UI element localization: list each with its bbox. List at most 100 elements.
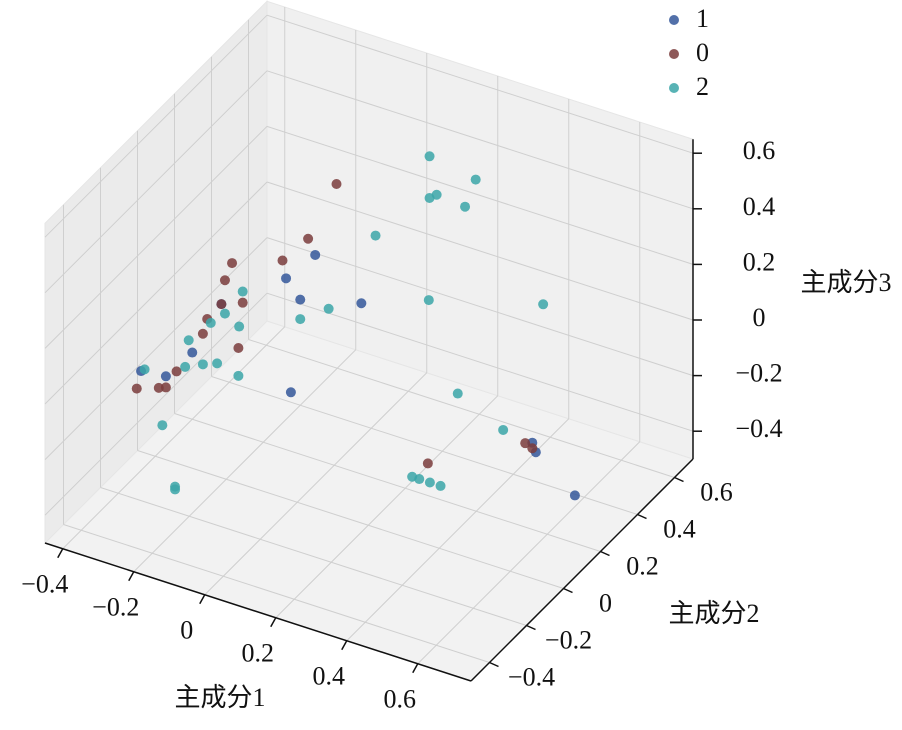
point (197, 328, 208, 339)
panes (44, 0, 694, 682)
point (424, 477, 435, 488)
point (187, 347, 198, 358)
point (370, 230, 381, 241)
point (160, 371, 171, 382)
z-grid-line (266, 70, 694, 210)
point (233, 343, 244, 354)
x-tick-label: −0.2 (92, 593, 139, 622)
x-tick (199, 594, 206, 605)
z-grid-line (44, 237, 268, 460)
z-tick-label: 0 (753, 303, 766, 332)
point (277, 255, 288, 266)
z-tick-label: −0.4 (735, 414, 782, 443)
point (356, 298, 367, 309)
labels: 主成分1 主成分2 主成分3 (174, 268, 891, 712)
x-grid-line (62, 326, 286, 550)
point (237, 297, 248, 308)
legend-marker (669, 83, 679, 93)
point (435, 480, 446, 491)
y-tick (600, 550, 610, 557)
grid (44, 7, 694, 665)
point (323, 303, 334, 314)
legend-label: 2 (696, 72, 709, 101)
x-grid-line (204, 372, 428, 596)
y-tick-label: 0.6 (700, 477, 733, 506)
point (303, 233, 314, 244)
x-grid-line (346, 418, 570, 642)
x-tick-label: 0.2 (242, 639, 275, 668)
point (422, 458, 433, 469)
z-grid-line (44, 292, 268, 516)
y-tick (637, 513, 647, 520)
y-tick (674, 476, 684, 483)
z-tick-label: 0.4 (743, 192, 776, 221)
x-tick-label: 0 (180, 616, 193, 645)
x-tick (270, 617, 277, 628)
point (281, 273, 292, 284)
x-grid-line (133, 349, 357, 573)
y-tick-label: 0.4 (663, 514, 696, 543)
y-axis-line (470, 458, 694, 682)
x-tick (412, 663, 419, 674)
point (205, 317, 216, 328)
point (170, 484, 181, 495)
z-grid-line (44, 181, 268, 405)
x-grid-line (275, 395, 499, 619)
point (285, 387, 296, 398)
y-grid-line (211, 376, 638, 515)
z-grid-line (44, 70, 268, 294)
x-tick (57, 548, 64, 559)
point (139, 364, 150, 375)
y-grid-line (100, 487, 527, 626)
point (470, 174, 481, 185)
z-tick-label: −0.2 (735, 359, 782, 388)
point (183, 335, 194, 346)
x-tick-label: 0.4 (313, 662, 346, 691)
y-tick-label: −0.4 (508, 662, 555, 691)
point (233, 370, 244, 381)
point (216, 299, 227, 310)
z-axis-label: 主成分3 (800, 268, 891, 297)
point (295, 314, 306, 325)
y-grid-line (137, 450, 564, 589)
point (295, 294, 306, 305)
y-tick (526, 624, 536, 631)
point (498, 424, 509, 435)
x-grid-line (417, 441, 641, 665)
point (520, 438, 531, 449)
point (424, 151, 435, 162)
z-grid-line (266, 181, 694, 321)
z-grid-line (44, 14, 268, 238)
point (452, 388, 463, 399)
x-tick (128, 571, 135, 582)
z-grid-line (266, 237, 694, 377)
point (569, 490, 580, 501)
point (310, 249, 321, 260)
z-grid-line (266, 125, 694, 265)
point (197, 359, 208, 370)
legend-label: 1 (696, 4, 709, 33)
point (219, 308, 230, 319)
point (414, 474, 425, 485)
x-tick-label: 0.6 (384, 685, 417, 714)
x-tick (341, 640, 348, 651)
point (424, 192, 435, 203)
y-tick (489, 661, 499, 668)
point (180, 361, 191, 372)
z-tick-label: 0.6 (743, 136, 776, 165)
x-axis-label: 主成分1 (174, 683, 265, 712)
point (153, 382, 164, 393)
point (331, 179, 342, 189)
legend-marker (669, 15, 679, 25)
z-grid-line (266, 292, 694, 432)
point (212, 358, 223, 369)
legend-marker (669, 49, 679, 59)
point (237, 286, 248, 297)
x-tick-label: −0.4 (21, 570, 68, 599)
point (160, 382, 171, 393)
point (157, 420, 168, 431)
legend: 1 0 2 (669, 4, 709, 101)
z-grid-line (266, 14, 694, 154)
y-axis-label: 主成分2 (668, 599, 759, 628)
